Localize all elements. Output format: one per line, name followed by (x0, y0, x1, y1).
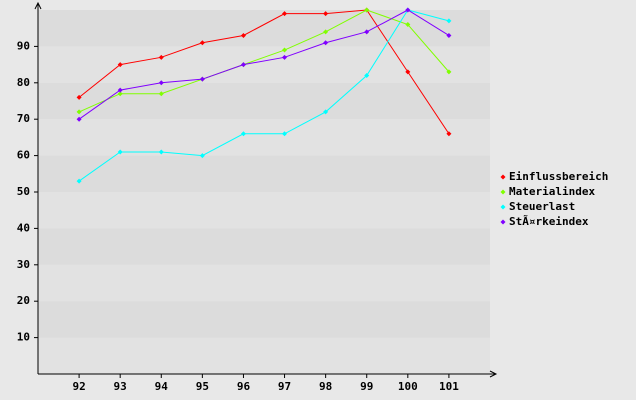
point (158, 80, 164, 86)
x-tick-label: 99 (360, 380, 373, 393)
legend-marker (500, 219, 506, 225)
point (117, 149, 123, 155)
y-axis-arrow (34, 1, 42, 10)
point (323, 40, 329, 46)
y-tick-label: 30 (17, 258, 30, 271)
line (78, 9, 450, 182)
grid-band (38, 46, 490, 83)
grid-band (38, 337, 490, 374)
point (405, 7, 411, 13)
x-tick-label: 101 (439, 380, 459, 393)
line (78, 9, 450, 120)
point (117, 87, 123, 93)
point (76, 178, 82, 184)
point (405, 22, 411, 28)
legend-marker (500, 189, 506, 195)
x-tick-label: 94 (155, 380, 169, 393)
x-axis-arrow (489, 370, 498, 378)
y-tick-label: 10 (17, 331, 30, 344)
line (78, 9, 450, 113)
point (282, 54, 288, 60)
point (117, 91, 123, 97)
point (323, 11, 329, 17)
x-tick-label: 95 (196, 380, 209, 393)
x-tick-label: 93 (114, 380, 127, 393)
point (446, 69, 452, 75)
point (282, 47, 288, 53)
y-tick-label: 20 (17, 294, 30, 307)
grid-band (38, 155, 490, 192)
x-tick-label: 98 (319, 380, 332, 393)
point (76, 109, 82, 115)
point (240, 32, 246, 38)
point (364, 73, 370, 79)
point (446, 131, 452, 137)
x-tick-label: 96 (237, 380, 251, 393)
legend-label: StÃ¤rkeindex (509, 215, 589, 228)
legend-label: Einflussbereich (509, 170, 608, 183)
point (364, 7, 370, 13)
point (364, 29, 370, 35)
line (78, 9, 450, 135)
point (405, 69, 411, 75)
grid-band (38, 264, 490, 302)
point (446, 18, 452, 24)
legend-marker (500, 174, 506, 180)
grid-band (38, 82, 490, 120)
point (282, 11, 288, 17)
point (240, 62, 246, 68)
legend-marker (500, 204, 506, 210)
point (199, 76, 205, 82)
point (158, 149, 164, 155)
point (158, 91, 164, 97)
legend-label: Steuerlast (509, 200, 575, 213)
point (323, 109, 329, 115)
point (76, 94, 82, 100)
point (76, 116, 82, 122)
grid-band (38, 228, 490, 265)
y-tick-label: 80 (17, 76, 30, 89)
y-tick-label: 70 (17, 112, 30, 125)
point (323, 29, 329, 35)
point (240, 131, 246, 137)
point (282, 131, 288, 137)
x-tick-label: 100 (398, 380, 418, 393)
y-tick-label: 50 (17, 185, 30, 198)
point (446, 32, 452, 38)
point (158, 54, 164, 60)
grid-band (38, 10, 490, 47)
x-tick-label: 92 (72, 380, 85, 393)
point (117, 62, 123, 68)
point (199, 40, 205, 46)
point (199, 153, 205, 159)
y-tick-label: 90 (17, 39, 30, 52)
y-tick-label: 40 (17, 221, 30, 234)
x-tick-label: 97 (278, 380, 291, 393)
y-tick-label: 60 (17, 149, 30, 162)
grid-band (38, 119, 490, 156)
grid-band (38, 192, 490, 229)
grid-band (38, 301, 490, 338)
legend-label: Materialindex (509, 185, 595, 198)
